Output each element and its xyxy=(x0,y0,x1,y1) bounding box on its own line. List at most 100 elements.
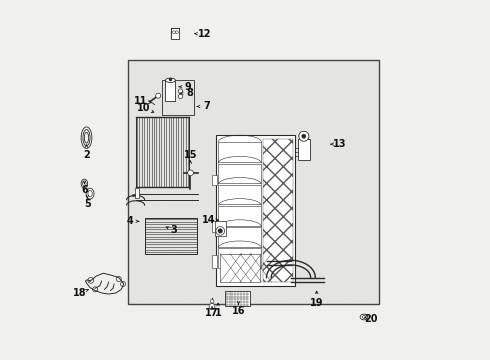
Point xyxy=(251,135,259,140)
Point xyxy=(217,64,225,69)
Point xyxy=(166,72,174,78)
Bar xyxy=(135,188,139,198)
Point xyxy=(343,258,351,264)
Point xyxy=(270,167,277,173)
Point xyxy=(251,121,259,126)
Point xyxy=(181,71,189,77)
Point xyxy=(137,109,145,114)
Point xyxy=(328,130,336,136)
Point xyxy=(224,186,232,192)
Point xyxy=(345,229,353,235)
Point xyxy=(244,145,252,151)
Point xyxy=(329,241,337,247)
Point xyxy=(177,118,185,124)
Point xyxy=(294,148,302,153)
Point xyxy=(160,181,168,187)
Point xyxy=(322,118,330,123)
Point xyxy=(168,224,176,229)
Point xyxy=(334,184,342,190)
Point xyxy=(151,254,159,260)
Point xyxy=(372,157,380,162)
Point xyxy=(282,172,290,178)
Point xyxy=(138,120,146,126)
Point xyxy=(301,72,309,78)
Point xyxy=(236,140,244,146)
Point xyxy=(345,94,353,100)
Point xyxy=(287,68,295,73)
Point xyxy=(156,144,164,149)
Point xyxy=(141,260,149,266)
Point xyxy=(368,162,376,168)
Point xyxy=(356,261,364,267)
Point xyxy=(258,220,266,225)
Point xyxy=(338,169,346,175)
Point xyxy=(360,88,368,94)
Point xyxy=(323,116,331,122)
Point xyxy=(341,164,349,170)
Point xyxy=(180,64,188,70)
Point xyxy=(233,182,241,188)
Point xyxy=(184,88,192,94)
Point xyxy=(322,118,330,124)
Point xyxy=(340,166,347,171)
Point xyxy=(353,197,361,203)
Point xyxy=(162,239,170,245)
Point xyxy=(153,293,161,299)
Point xyxy=(159,265,167,271)
Point xyxy=(229,105,237,111)
Point xyxy=(310,184,318,189)
Point xyxy=(293,198,300,204)
Point xyxy=(306,102,314,107)
Point xyxy=(345,123,353,129)
Point xyxy=(325,96,333,102)
Point xyxy=(224,103,232,108)
Point xyxy=(253,258,261,264)
Point xyxy=(243,246,250,252)
Point xyxy=(312,235,320,240)
Point xyxy=(362,185,370,190)
Point xyxy=(221,130,229,136)
Point xyxy=(210,153,218,159)
Point xyxy=(356,213,364,219)
Point xyxy=(162,117,170,123)
Point xyxy=(317,176,324,182)
Point xyxy=(201,80,209,86)
Point xyxy=(227,148,235,154)
Text: 16: 16 xyxy=(232,306,245,316)
Point xyxy=(238,193,245,198)
Point xyxy=(360,67,368,72)
Point xyxy=(232,61,240,67)
Point xyxy=(370,284,378,290)
Point xyxy=(196,255,204,260)
Point xyxy=(263,95,270,100)
Point xyxy=(336,265,343,271)
Point xyxy=(139,206,147,211)
Point xyxy=(354,152,362,158)
Point xyxy=(225,292,233,298)
Point xyxy=(358,177,366,183)
Point xyxy=(242,288,250,293)
Point xyxy=(287,92,295,98)
Point xyxy=(356,274,364,279)
Point xyxy=(154,83,162,89)
Point xyxy=(324,180,332,186)
Point xyxy=(190,291,198,297)
Point xyxy=(134,192,142,197)
Point xyxy=(155,194,163,199)
Point xyxy=(264,148,271,153)
Point xyxy=(199,88,207,94)
Point xyxy=(170,116,177,122)
Point xyxy=(332,122,340,128)
Point xyxy=(320,158,328,164)
Point xyxy=(220,262,227,268)
Point xyxy=(196,167,204,173)
Point xyxy=(290,221,297,227)
Bar xyxy=(218,248,262,268)
Point xyxy=(274,295,282,301)
Point xyxy=(334,110,342,116)
Point xyxy=(136,99,144,105)
Point xyxy=(317,233,324,239)
Point xyxy=(336,77,343,83)
Point xyxy=(311,185,319,191)
Point xyxy=(179,229,187,235)
